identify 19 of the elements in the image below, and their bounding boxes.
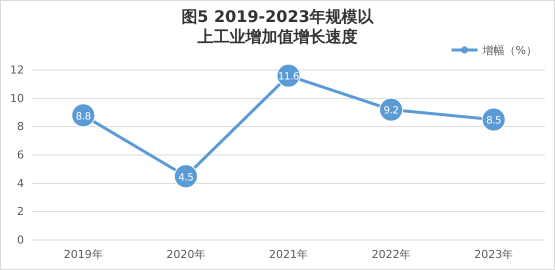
x-tick-label: 2021年 (269, 248, 308, 261)
y-tick-label: 8 (17, 120, 24, 134)
chart-title: 图5 2019-2023年规模以上工业增加值增长速度 (181, 7, 375, 46)
y-tick-label: 4 (17, 176, 24, 190)
data-label: 8.8 (76, 111, 91, 122)
y-tick-label: 10 (10, 92, 24, 105)
data-label: 4.5 (178, 172, 194, 184)
data-label: 9.2 (384, 106, 399, 117)
y-tick-label: 2 (17, 205, 24, 218)
y-tick-label: 12 (10, 64, 24, 77)
y-tick-label: 6 (17, 148, 24, 162)
y-tick-label: 0 (17, 234, 24, 247)
legend-label: 增幅（%） (482, 44, 537, 57)
x-tick-label: 2019年 (64, 248, 103, 261)
x-tick-label: 2022年 (372, 248, 411, 261)
x-tick-label: 2023年 (474, 248, 514, 261)
data-label: 11.6 (278, 72, 300, 83)
data-label: 8.5 (486, 116, 502, 127)
x-tick-label: 2020年 (166, 248, 206, 261)
